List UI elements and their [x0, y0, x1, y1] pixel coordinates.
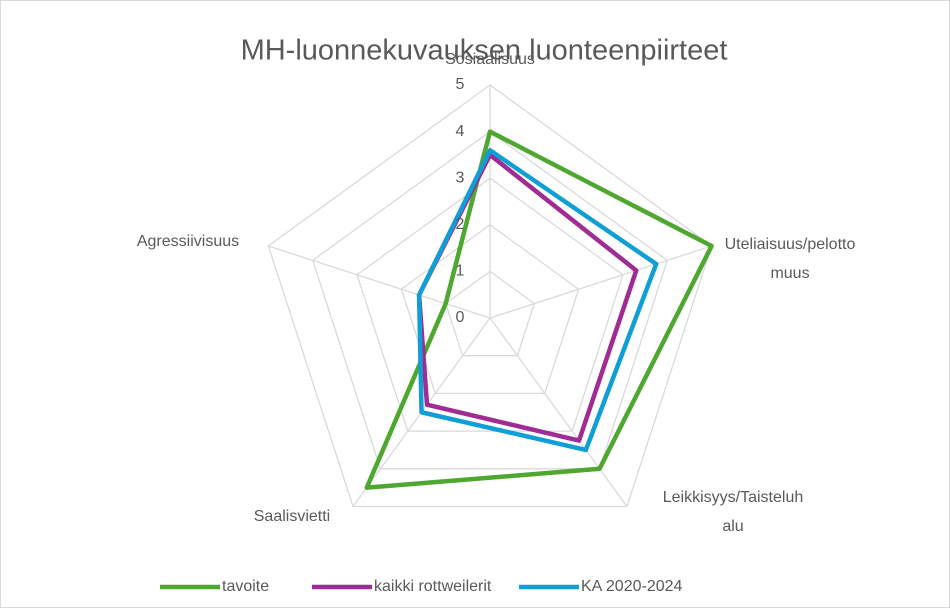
series-line	[364, 129, 714, 490]
r-tick-label: 5	[456, 76, 465, 93]
spoke	[268, 245, 491, 319]
category-label: Sosiaalisuus	[445, 51, 535, 68]
category-label: Agressiivisuus	[137, 233, 239, 250]
grid-ring	[400, 223, 580, 395]
spoke	[489, 317, 628, 507]
legend-label: tavoite	[222, 578, 269, 595]
legend-label: KA 2020-2024	[581, 578, 683, 595]
grid-ring	[444, 270, 536, 357]
series-line	[416, 147, 659, 453]
spoke	[489, 245, 712, 319]
category-label: Uteliaisuus/pelotto muus	[725, 236, 856, 282]
grid-ring	[311, 130, 669, 470]
r-tick-label: 1	[456, 263, 465, 280]
r-tick-label: 4	[456, 123, 465, 140]
r-tick-label: 0	[456, 309, 465, 326]
category-label: Leikkisyys/Taisteluh alu	[663, 489, 804, 535]
grid-ring	[356, 177, 624, 432]
legend-label: kaikki rottweilerit	[374, 578, 492, 595]
r-tick-label: 2	[456, 216, 465, 233]
r-tick-label: 3	[456, 169, 465, 186]
grid-ring	[267, 84, 713, 508]
category-label: Saalisvietti	[254, 508, 330, 525]
chart-title: MH-luonnekuvauksen luonteenpiirteet	[241, 35, 728, 67]
marks	[364, 129, 714, 490]
